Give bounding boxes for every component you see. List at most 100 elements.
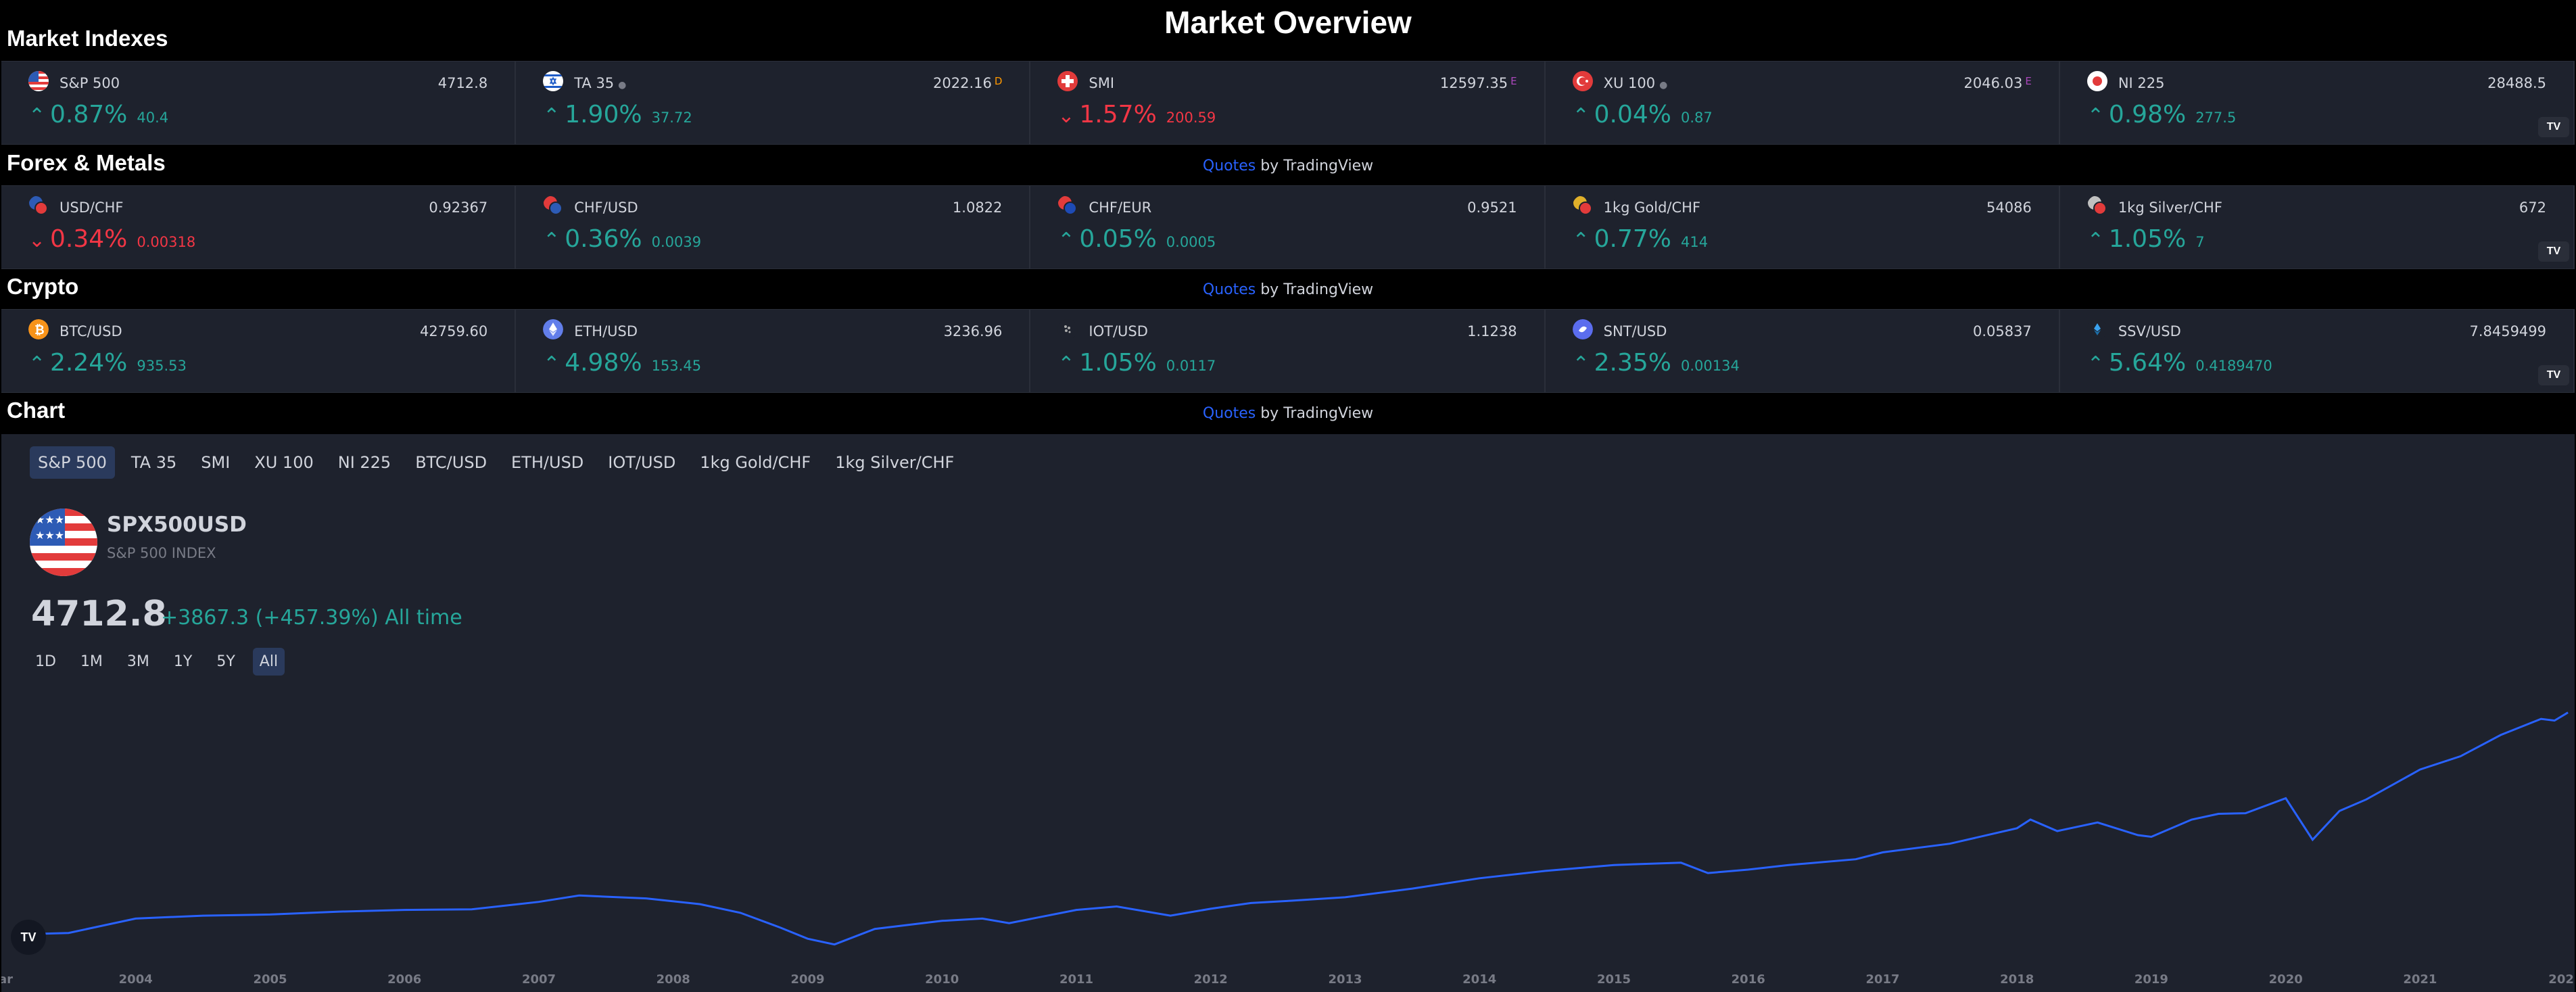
chevron-down-icon: ⌄: [28, 229, 46, 252]
ticker-change: ⌃ 2.35% 0.00134: [1573, 349, 1740, 377]
ticker-change: ⌃ 1.05% 7: [2087, 225, 2205, 253]
price-status-badge: E: [1510, 75, 1517, 87]
chart-tab[interactable]: S&P 500: [30, 446, 115, 479]
ticker-change-percent: 0.77%: [1594, 225, 1671, 253]
ticker-name: ETH/USD: [574, 323, 638, 339]
x-axis-tick-label: 2009: [790, 972, 824, 987]
ticker-name-label: IOT/USD: [1089, 323, 1148, 339]
ticker-price: 0.92367: [429, 199, 487, 216]
section-title-crypto: Crypto: [7, 274, 79, 299]
tradingview-logo-icon[interactable]: TV: [2538, 365, 2569, 385]
swiss-flag-icon: [1057, 71, 1078, 91]
ticker-card[interactable]: IOT/USD 1.1238 ⌃ 1.05% 0.0117: [1030, 310, 1546, 392]
range-tab[interactable]: 5Y: [216, 653, 235, 670]
chevron-up-icon: ⌃: [2086, 104, 2104, 128]
quotes-link[interactable]: Quotes: [1202, 281, 1256, 298]
ticker-name-label: S&P 500: [59, 75, 120, 91]
ticker-change-absolute: 0.4189470: [2195, 358, 2272, 374]
ticker-change-percent: 4.98%: [565, 349, 642, 377]
ticker-price-value: 28488.5: [2487, 75, 2547, 91]
ticker-card[interactable]: USD/CHF 0.92367 ⌄ 0.34% 0.00318: [1, 186, 517, 268]
chart-tab[interactable]: TA 35: [130, 453, 177, 472]
ticker-name: TA 35 ●: [574, 75, 626, 91]
range-tab[interactable]: 3M: [126, 653, 149, 670]
x-axis-tick-label: 2014: [1462, 972, 1496, 987]
ticker-price-value: 3236.96: [943, 323, 1003, 339]
range-tab[interactable]: All: [252, 648, 285, 676]
ticker-price: 28488.5: [2487, 75, 2546, 91]
ticker-card[interactable]: 1kg Silver/CHF 672 ⌃ 1.05% 7: [2060, 186, 2575, 268]
ticker-price: 3236.96: [944, 323, 1003, 339]
range-tab[interactable]: 1M: [80, 653, 103, 670]
chart-tab[interactable]: SMI: [201, 453, 231, 472]
ticker-card[interactable]: SSV/USD 7.8459499 ⌃ 5.64% 0.4189470: [2060, 310, 2575, 392]
quotes-link[interactable]: Quotes: [1202, 158, 1256, 174]
chart-tab[interactable]: ETH/USD: [511, 453, 584, 472]
tradingview-logo-icon[interactable]: TV: [2538, 117, 2569, 137]
attribution[interactable]: Quotes by TradingView: [0, 281, 2576, 298]
japan-flag-icon: [2086, 71, 2107, 91]
x-axis-tick-label: 2020: [2269, 972, 2303, 987]
chart-tab[interactable]: XU 100: [254, 453, 314, 472]
chart-tab[interactable]: 1kg Gold/CHF: [700, 453, 811, 472]
ticker-card[interactable]: SNT/USD 0.05837 ⌃ 2.35% 0.00134: [1546, 310, 2060, 392]
quotes-link[interactable]: Quotes: [1202, 405, 1256, 422]
symbol-name: SPX500USD: [107, 513, 247, 537]
chart-series-line: [28, 711, 2569, 946]
chart-tab[interactable]: BTC/USD: [415, 453, 487, 472]
ticker-change-absolute: 277.5: [2195, 110, 2237, 126]
ticker-card[interactable]: 1kg Gold/CHF 54086 ⌃ 0.77% 414: [1546, 186, 2060, 268]
ticker-price-value: 42759.60: [420, 323, 488, 339]
chart-tab[interactable]: 1kg Silver/CHF: [835, 453, 955, 472]
ticker-card[interactable]: S&P 500 4712.8 ⌃ 0.87% 40.4: [1, 62, 517, 144]
attribution[interactable]: Quotes by TradingView: [0, 405, 2576, 422]
tradingview-logo-icon[interactable]: TV: [2538, 241, 2569, 262]
svg-text:₿: ₿: [34, 323, 45, 337]
ticker-change-absolute: 414: [1680, 234, 1709, 250]
attribution-suffix: by TradingView: [1256, 405, 1374, 422]
ticker-change-percent: 5.64%: [2108, 349, 2187, 377]
silver-chf-icon: [2087, 195, 2107, 216]
ticker-price: 1.0822: [953, 199, 1002, 216]
x-axis-tick-label: 2021: [2403, 972, 2437, 987]
range-tab[interactable]: 1Y: [173, 653, 193, 670]
ticker-change: ⌃ 0.77% 414: [1573, 225, 1708, 253]
ticker-name-label: BTC/USD: [59, 323, 122, 339]
attribution[interactable]: Quotes by TradingView: [0, 158, 2576, 174]
ticker-name-label: NI 225: [2118, 75, 2165, 91]
range-tab[interactable]: 1D: [35, 653, 56, 670]
chart-tab[interactable]: IOT/USD: [608, 453, 676, 472]
ticker-name-label: SNT/USD: [1603, 323, 1667, 339]
svg-text:★★★: ★★★: [35, 513, 64, 526]
chevron-up-icon: ⌃: [1057, 229, 1075, 252]
price-status-badge: D: [994, 75, 1003, 87]
ticker-change: ⌃ 2.24% 935.53: [28, 349, 187, 377]
ticker-price-value: 672: [2519, 199, 2547, 216]
time-range-tabs: 1D 1M 3M 1Y 5Y All: [28, 648, 285, 676]
chevron-up-icon: ⌃: [1572, 104, 1590, 128]
ticker-change-percent: 1.90%: [565, 101, 642, 128]
x-axis-tick-label: 202: [2548, 972, 2574, 987]
chart-panel: #2962ff" stop-opacity="0.45"/>ar20042005…: [1, 434, 2575, 992]
ticker-card[interactable]: ETH/USD 3236.96 ⌃ 4.98% 153.45: [516, 310, 1031, 392]
ticker-card[interactable]: SMI 12597.35 E ⌄ 1.57% 200.59: [1030, 62, 1546, 144]
ticker-name: XU 100 ●: [1604, 75, 1668, 91]
price-chart[interactable]: #2962ff" stop-opacity="0.45"/>ar20042005…: [1, 434, 2575, 992]
chart-symbol-tabs: S&P 500 TA 35 SMI XU 100 NI 225 BTC/USD ETH/US…: [30, 446, 962, 479]
ticker-price-value: 0.92367: [429, 199, 488, 216]
ticker-price-value: 0.05837: [1972, 323, 2032, 339]
ticker-name: BTC/USD: [59, 323, 122, 339]
ticker-card[interactable]: CHF/USD 1.0822 ⌃ 0.36% 0.0039: [516, 186, 1031, 268]
ticker-card[interactable]: CHF/EUR 0.9521 ⌃ 0.05% 0.0005: [1030, 186, 1546, 268]
tradingview-logo-icon[interactable]: TV: [11, 920, 46, 955]
ticker-name: CHF/USD: [574, 199, 638, 216]
ticker-bar-market-indexes: S&P 500 4712.8 ⌃ 0.87% 40.4 TA 35 ● 2022.16 D ⌃ 1.…: [1, 61, 2575, 145]
ticker-change-percent: 2.35%: [1594, 349, 1671, 377]
ticker-card[interactable]: TA 35 ● 2022.16 D ⌃ 1.90% 37.72: [516, 62, 1031, 144]
ticker-change-absolute: 40.4: [137, 110, 169, 126]
chevron-up-icon: ⌃: [28, 104, 46, 128]
chart-tab[interactable]: NI 225: [337, 453, 391, 472]
ticker-card[interactable]: XU 100 ● 2046.03 E ⌃ 0.04% 0.87: [1546, 62, 2060, 144]
ticker-card[interactable]: ₿ BTC/USD 42759.60 ⌃ 2.24% 935.53: [1, 310, 517, 392]
ticker-card[interactable]: NI 225 28488.5 ⌃ 0.98% 277.5: [2060, 62, 2575, 144]
